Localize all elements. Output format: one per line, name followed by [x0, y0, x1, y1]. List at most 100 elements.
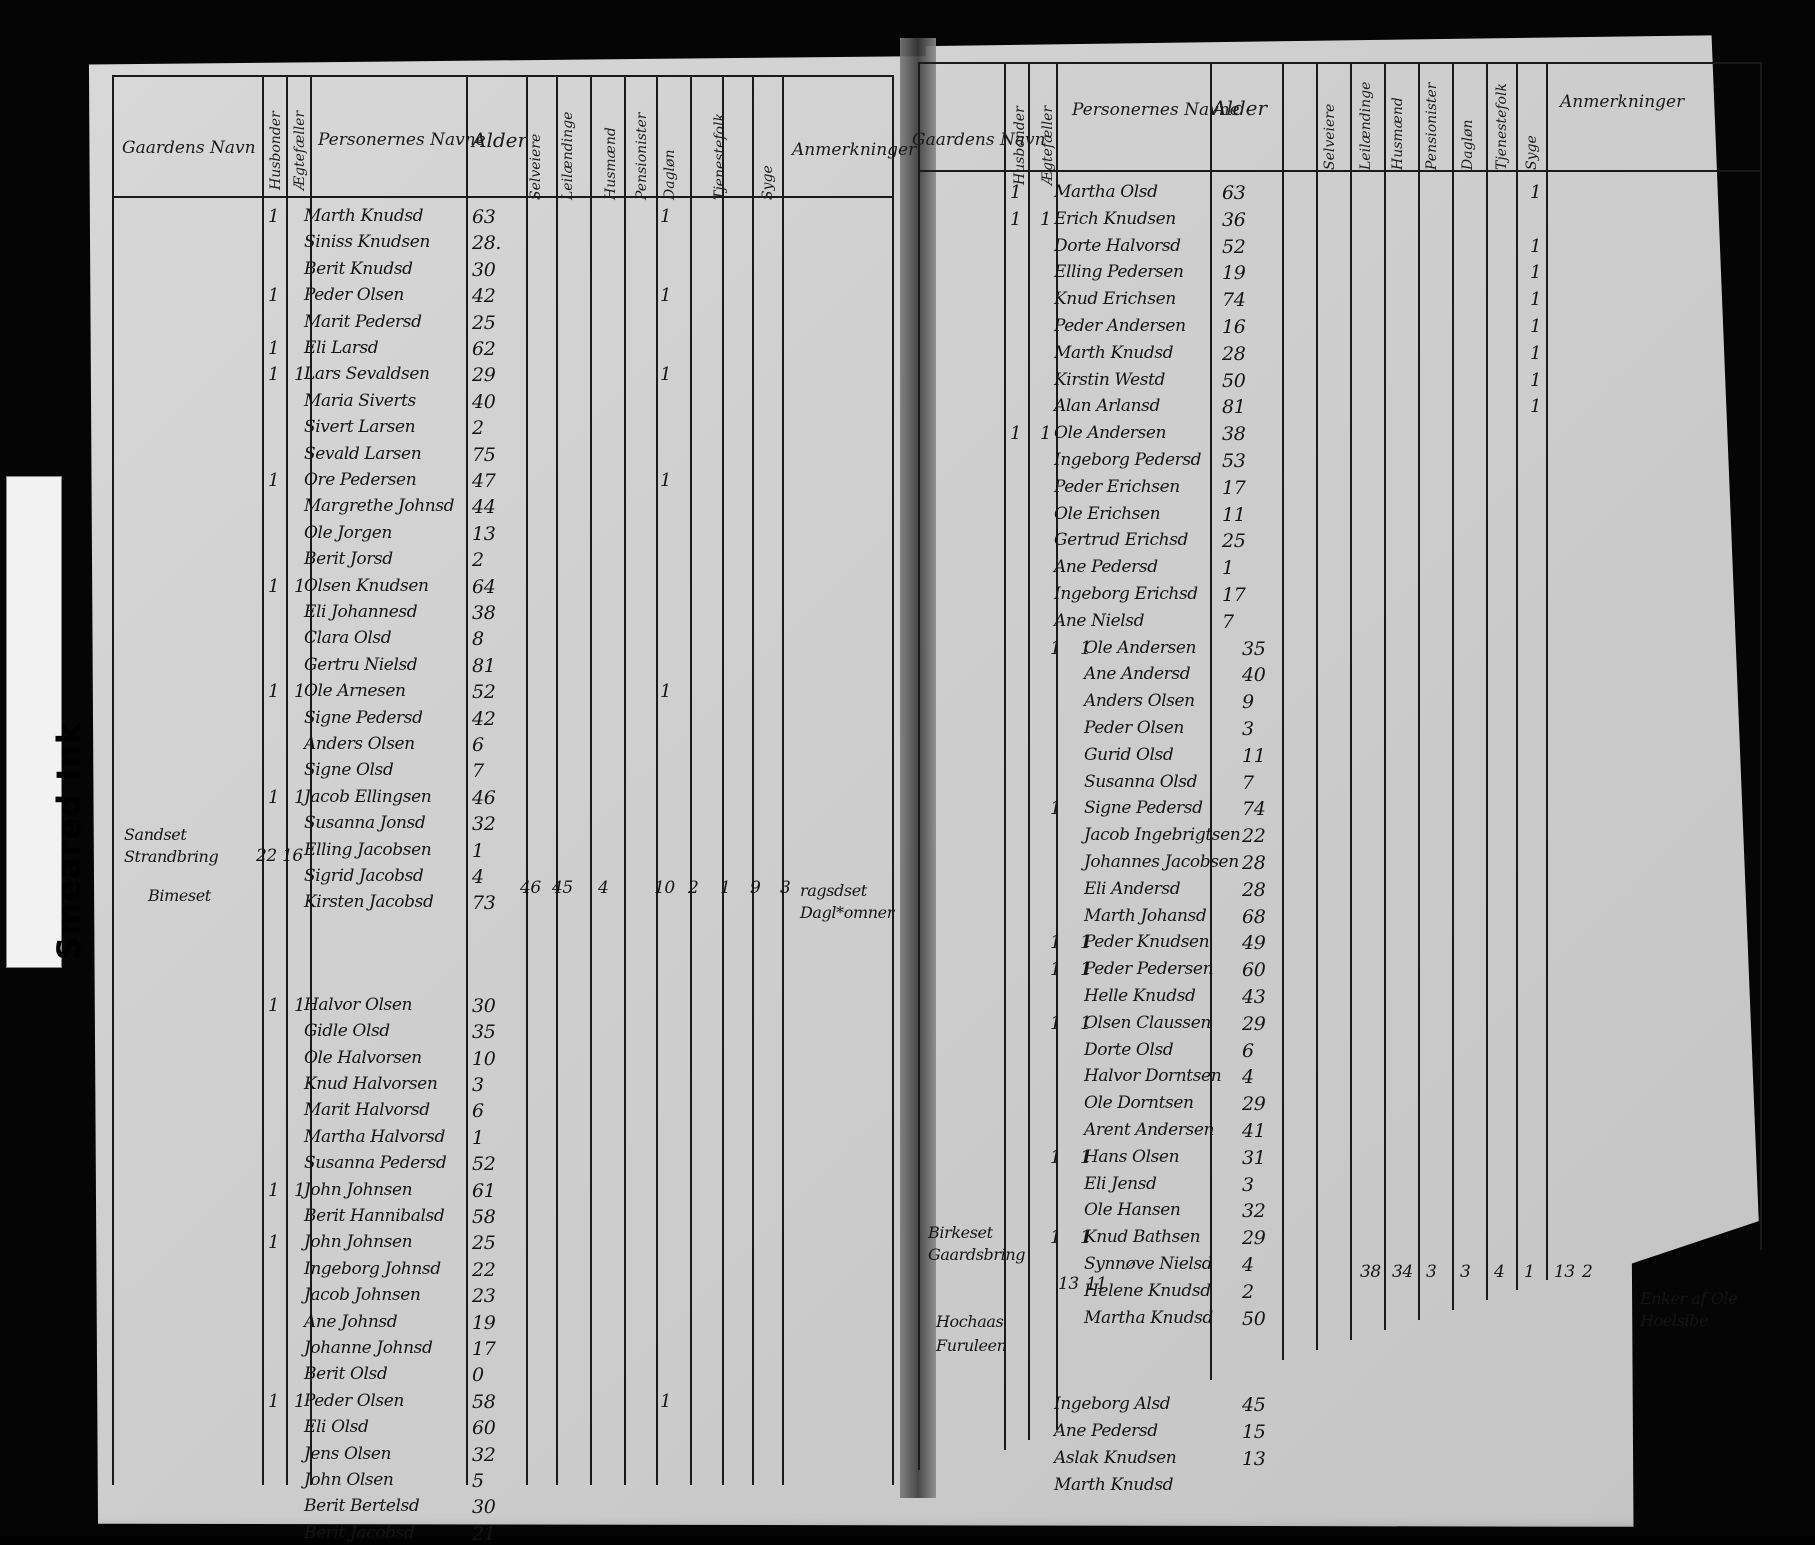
left-person-age: 35	[472, 1021, 496, 1044]
right-husband-mark: 1	[1010, 182, 1022, 203]
right-person-age: 25	[1222, 530, 1246, 553]
left-person-name: Signe Pedersd	[304, 707, 423, 728]
right-person-name: Gertrud Erichsd	[1054, 530, 1189, 551]
right-column-rule	[1056, 62, 1058, 1430]
right-person-name: Helle Knudsd	[1084, 986, 1196, 1006]
left-person-age: 75	[472, 443, 496, 466]
left-married-mark: 1	[294, 681, 306, 703]
left-husband-mark: 1	[268, 470, 280, 491]
right-total-value: 38	[1360, 1262, 1381, 1282]
right-header-servants: Tjenestefolk	[1494, 83, 1510, 170]
smeared-ink-label: Smeared Ink	[50, 721, 88, 960]
left-person-name: Sigrid Jacobsd	[304, 866, 424, 886]
right-total-value: 3	[1426, 1262, 1437, 1282]
right-total-value: 2	[1582, 1262, 1593, 1282]
left-total-value: 46	[520, 878, 541, 898]
left-person-age: 1	[472, 839, 484, 862]
right-married-mark: 1	[1080, 932, 1092, 954]
right-column-rule	[918, 62, 920, 1470]
right-status-mark: 1	[1530, 342, 1542, 364]
left-husband-mark: 1	[268, 364, 280, 386]
right-married-mark: 1	[1080, 1012, 1092, 1034]
right-person-age: 22	[1242, 825, 1266, 848]
left-person-name: Berit Bertelsd	[304, 1496, 420, 1517]
left-person-age: 40	[472, 390, 496, 413]
right-person-name: Ingeborg Pedersd	[1054, 450, 1202, 470]
right-header-pensioners: Pensionister	[1424, 82, 1440, 170]
left-person-age: 10	[472, 1047, 496, 1070]
left-person-name: Eli Johannesd	[304, 602, 418, 622]
right-header-sick: Syge	[1524, 135, 1540, 170]
left-person-name: Johanne Johnsd	[304, 1338, 433, 1358]
right-person-age: 4	[1242, 1254, 1254, 1276]
left-column-rule	[892, 75, 894, 1485]
left-person-name: Berit Jorsd	[304, 549, 393, 570]
left-top-rule	[112, 75, 892, 77]
left-column-rule	[556, 75, 558, 1485]
left-person-name: Martha Halvorsd	[304, 1126, 445, 1147]
right-person-name: Susanna Olsd	[1084, 771, 1198, 792]
left-farm-note-1: ragsdset Dagl*omner	[800, 881, 894, 922]
left-person-age: 73	[472, 892, 496, 915]
left-person-age: 42	[472, 707, 496, 730]
right-person-age: 36	[1222, 208, 1246, 231]
left-person-name: John Johnsen	[304, 1179, 413, 1200]
left-person-name: John Olsen	[304, 1470, 394, 1490]
left-person-name: Ole Halvorsen	[304, 1047, 422, 1068]
right-person-name: Olsen Claussen	[1084, 1012, 1211, 1033]
right-person-name: Martha Olsd	[1054, 182, 1158, 202]
left-person-name: Susanna Jonsd	[304, 813, 426, 834]
right-person-age: 7	[1222, 610, 1234, 633]
left-header-farm-name: Gaardens Navn	[122, 138, 256, 158]
left-husband-mark: 1	[268, 338, 280, 359]
right-person-name: Peder Olsen	[1084, 718, 1184, 738]
right-column-rule	[1350, 62, 1352, 1340]
right-married-mark: 1	[1080, 959, 1092, 981]
right-person-age: 19	[1222, 262, 1246, 285]
left-person-age: 30	[472, 1496, 496, 1519]
right-person-age: 16	[1222, 316, 1246, 338]
right-header-husbands: Husbonder	[1012, 106, 1028, 185]
right-farm-label-1: Birkeset Gaardsbring	[928, 1223, 1026, 1264]
right-husband-mark: 1	[1050, 1146, 1062, 1168]
right-person-age: 74	[1242, 798, 1266, 821]
left-person-name: Kirsten Jacobsd	[304, 892, 434, 913]
left-header-rule	[112, 196, 892, 198]
left-person-age: 61	[472, 1179, 496, 1202]
right-person-age: 13	[1242, 1448, 1266, 1470]
right-person-age: 11	[1242, 744, 1266, 767]
left-person-name: Peder Olsen	[304, 1390, 404, 1411]
left-married-mark: 1	[294, 1390, 306, 1412]
left-husband-mark: 1	[268, 285, 280, 307]
left-person-name: Jacob Johnsen	[304, 1285, 421, 1306]
left-header-remarks: Anmerkninger	[792, 140, 917, 160]
right-person-name: Knud Erichsen	[1054, 289, 1176, 310]
right-husband-mark: 1	[1050, 959, 1062, 981]
right-column-rule	[1452, 62, 1454, 1310]
left-status-mark: 1	[660, 1390, 672, 1412]
right-total-value: 13	[1554, 1262, 1575, 1282]
left-column-rule	[466, 75, 468, 1485]
left-husband-mark: 1	[268, 1232, 280, 1254]
left-person-age: 2	[472, 417, 484, 440]
left-person-age: 5	[472, 1470, 484, 1492]
right-header-selfowners: Selveiere	[1322, 103, 1338, 170]
left-person-age: 44	[472, 496, 496, 519]
left-header-day-laborers: Dagløn	[662, 149, 678, 200]
right-husband-mark: 1	[1050, 637, 1062, 659]
left-person-name: Marit Pedersd	[304, 311, 422, 332]
left-person-name: Berit Jacobsd	[304, 1522, 415, 1543]
left-married-mark: 1	[294, 994, 306, 1016]
right-person-age: 28	[1242, 852, 1266, 874]
right-status-mark: 1	[1530, 369, 1542, 391]
left-person-age: 42	[472, 285, 496, 308]
left-total-value: 9	[750, 878, 761, 898]
left-person-age: 32	[472, 1443, 496, 1466]
right-person-age: 15	[1242, 1421, 1266, 1444]
right-person-age: 49	[1242, 932, 1266, 955]
right-person-name: Alan Arlansd	[1054, 396, 1160, 417]
left-person-age: 6	[472, 734, 484, 756]
left-person-age: 4	[472, 866, 484, 888]
left-person-age: 63	[472, 206, 496, 228]
